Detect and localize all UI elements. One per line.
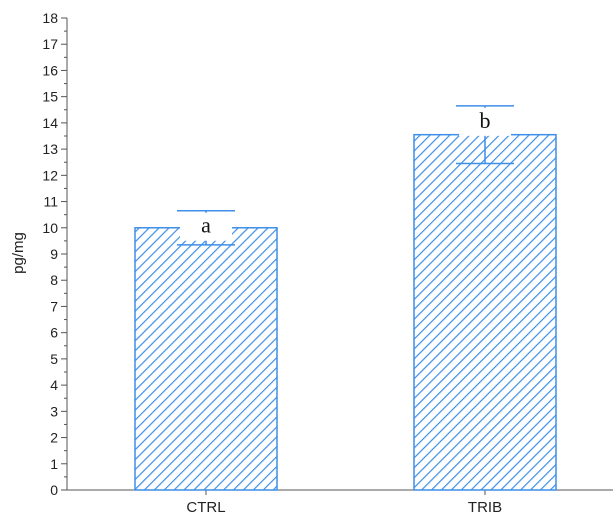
y-tick-label: 14 (42, 115, 58, 131)
bar-trib (414, 135, 556, 490)
y-axis-title: pg/mg (10, 232, 27, 274)
x-tick-label: CTRL (186, 499, 225, 515)
y-tick-label: 11 (43, 194, 58, 210)
bars (135, 135, 556, 490)
y-tick-label: 10 (42, 220, 58, 236)
y-tick-label: 18 (42, 10, 58, 26)
y-tick-label: 4 (50, 377, 58, 393)
significance-label: a (201, 213, 211, 238)
y-tick-label: 1 (50, 456, 58, 472)
y-tick-label: 2 (50, 430, 58, 446)
significance-label: b (480, 108, 491, 133)
y-tick-label: 13 (42, 141, 58, 157)
y-tick-label: 0 (50, 482, 58, 498)
y-tick-label: 17 (42, 36, 58, 52)
y-tick-label: 7 (50, 298, 58, 314)
y-tick-label: 5 (50, 351, 58, 367)
y-tick-label: 8 (50, 272, 58, 288)
bar-ctrl (135, 228, 277, 490)
x-tick-label: TRIB (468, 499, 502, 515)
y-tick-label: 16 (42, 62, 58, 78)
y-tick-label: 15 (42, 89, 58, 105)
y-tick-label: 3 (50, 403, 58, 419)
x-axis: CTRL TRIB (67, 490, 613, 515)
y-tick-label: 6 (50, 325, 58, 341)
y-tick-label: 12 (42, 167, 58, 183)
y-tick-label: 9 (50, 246, 58, 262)
